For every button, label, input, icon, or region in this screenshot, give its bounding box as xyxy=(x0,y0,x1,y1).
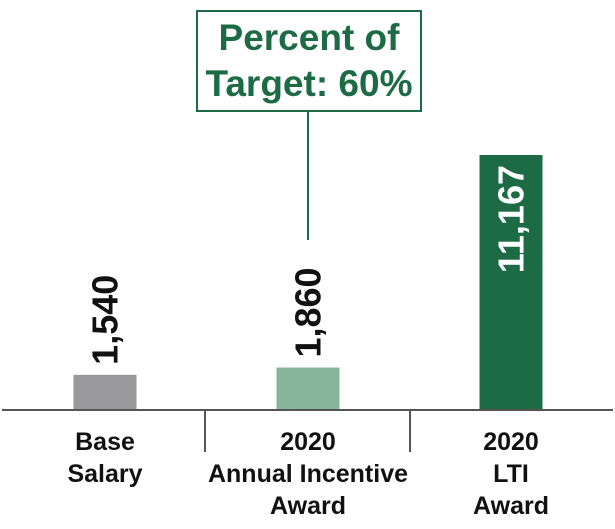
callout-line-1: Percent of xyxy=(218,17,400,58)
category-label-line: Award xyxy=(473,492,549,520)
callout-line-2: Target: 60% xyxy=(205,63,413,104)
value-labels-group: 1,540 1,860 11,167 xyxy=(85,165,532,365)
category-label-lti-award: 2020 LTI Award xyxy=(431,426,591,522)
value-label-base-salary: 1,540 xyxy=(85,275,126,365)
bar-annual-incentive xyxy=(276,367,340,410)
value-label-annual-incentive: 1,860 xyxy=(288,267,329,357)
category-label-line: Annual Incentive xyxy=(207,460,409,488)
category-label-line: Award xyxy=(270,492,346,520)
category-label-line: Base xyxy=(75,428,135,456)
bar-lti-award xyxy=(479,155,543,410)
bar-base-salary xyxy=(73,374,137,410)
bars-group xyxy=(73,155,543,410)
category-label-base-salary: Base Salary xyxy=(25,426,185,490)
category-label-line: LTI xyxy=(493,460,529,488)
callout-box: Percent of Target: 60% xyxy=(196,10,422,112)
category-label-annual-incentive: 2020 Annual Incentive Award xyxy=(193,426,423,522)
category-label-line: 2020 xyxy=(280,428,336,456)
category-label-line: 2020 xyxy=(483,428,539,456)
value-label-lti-award: 11,167 xyxy=(491,165,532,273)
category-label-line: Salary xyxy=(67,460,143,488)
